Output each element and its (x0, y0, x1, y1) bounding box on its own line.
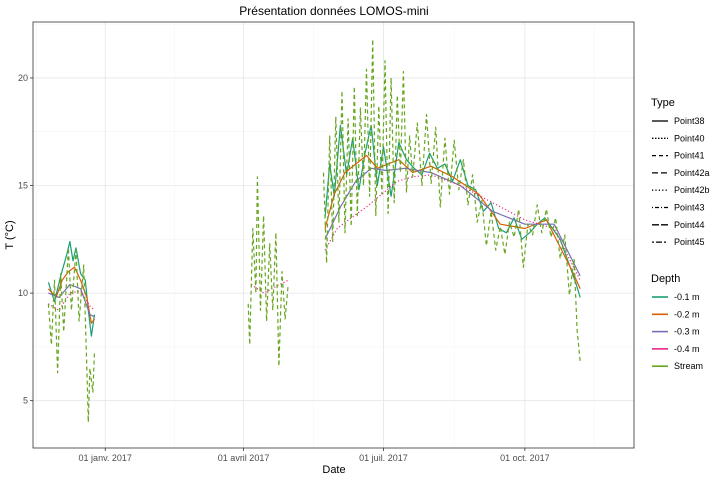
legend-label-type: Point45 (674, 237, 705, 247)
legend-label-type: Point38 (674, 116, 705, 126)
y-tick-label: 15 (18, 181, 28, 191)
series-line (322, 38, 581, 362)
y-tick-label: 5 (23, 396, 28, 406)
series-line (47, 240, 96, 337)
series-line (324, 167, 581, 277)
x-axis-label: Date (322, 464, 345, 476)
series-0-4-m (48, 174, 581, 311)
series-line (48, 283, 95, 318)
series-lines (47, 38, 581, 423)
legend-depth: Depth -0.1 m -0.2 m -0.3 m -0.4 m Stream (651, 273, 703, 371)
legend-label-depth: -0.1 m (674, 292, 700, 302)
chart-title: Présentation données LOMOS-mini (239, 4, 428, 18)
y-tick-label: 10 (18, 288, 28, 298)
legend-type: Type Point38 Point40 Point41 Point42a Point4… (651, 97, 710, 247)
series-line (48, 290, 95, 311)
legend-label-type: Point40 (674, 133, 705, 143)
legend-label-type: Point41 (674, 151, 705, 161)
series-line (250, 279, 289, 294)
series-0-3-m (48, 167, 581, 318)
grid-lines (33, 22, 634, 448)
series-stream (47, 38, 581, 423)
legend-label-type: Point43 (674, 203, 705, 213)
legend-type-title: Type (651, 97, 675, 109)
x-tick-label: 01 oct. 2017 (500, 453, 550, 463)
series-line (247, 176, 289, 367)
legend-label-depth: Stream (674, 361, 703, 371)
y-tick-label: 20 (18, 73, 28, 83)
plot-border (32, 21, 635, 449)
series-line (47, 247, 96, 423)
legend-label-type: Point42a (674, 168, 710, 178)
legend-label-type: Point42b (674, 185, 710, 195)
y-axis: 5 10 15 20 (18, 73, 33, 406)
x-tick-label: 01 janv. 2017 (79, 453, 132, 463)
x-tick-label: 01 avril 2017 (218, 453, 270, 463)
legend-label-depth: -0.2 m (674, 309, 700, 319)
x-tick-label: 01 juil. 2017 (359, 453, 408, 463)
legend-depth-title: Depth (651, 273, 680, 285)
legend-label-depth: -0.3 m (674, 327, 700, 337)
y-axis-label: T (°C) (4, 220, 16, 249)
legend-label-depth: -0.4 m (674, 344, 700, 354)
legend-label-type: Point44 (674, 220, 705, 230)
x-axis: 01 janv. 2017 01 avril 2017 01 juil. 2017 0… (79, 448, 550, 463)
